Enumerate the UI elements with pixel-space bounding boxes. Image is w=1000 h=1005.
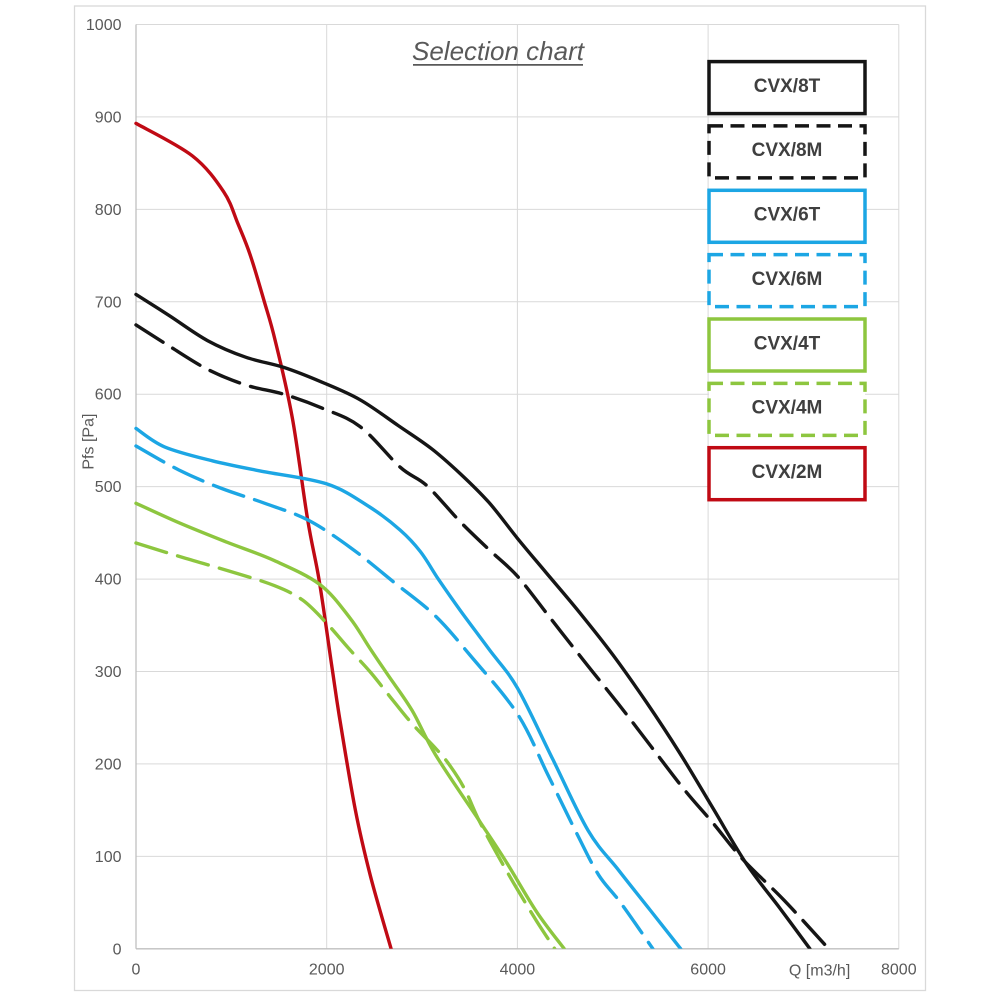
svg-text:Selection chart: Selection chart (412, 36, 586, 66)
svg-text:1000: 1000 (86, 17, 122, 34)
svg-text:300: 300 (95, 664, 122, 681)
svg-text:CVX/8M: CVX/8M (752, 140, 823, 161)
svg-text:800: 800 (95, 202, 122, 219)
svg-text:CVX/4M: CVX/4M (752, 398, 823, 419)
svg-text:0: 0 (132, 962, 141, 979)
svg-text:CVX/6M: CVX/6M (752, 269, 823, 290)
svg-text:4000: 4000 (500, 962, 536, 979)
svg-text:CVX/8T: CVX/8T (754, 76, 821, 97)
svg-text:200: 200 (95, 756, 122, 773)
svg-text:500: 500 (95, 479, 122, 496)
svg-text:400: 400 (95, 572, 122, 589)
svg-text:700: 700 (95, 294, 122, 311)
svg-text:900: 900 (95, 109, 122, 126)
svg-text:2000: 2000 (309, 962, 345, 979)
svg-text:100: 100 (95, 849, 122, 866)
svg-text:0: 0 (113, 941, 122, 958)
svg-text:CVX/2M: CVX/2M (752, 462, 823, 483)
svg-text:6000: 6000 (690, 962, 726, 979)
svg-text:CVX/6T: CVX/6T (754, 205, 821, 226)
svg-text:8000: 8000 (881, 962, 917, 979)
svg-text:CVX/4T: CVX/4T (754, 333, 821, 354)
svg-text:600: 600 (95, 387, 122, 404)
svg-text:Q [m3/h]: Q [m3/h] (789, 963, 850, 980)
svg-text:Pfs [Pa]: Pfs [Pa] (81, 414, 98, 470)
